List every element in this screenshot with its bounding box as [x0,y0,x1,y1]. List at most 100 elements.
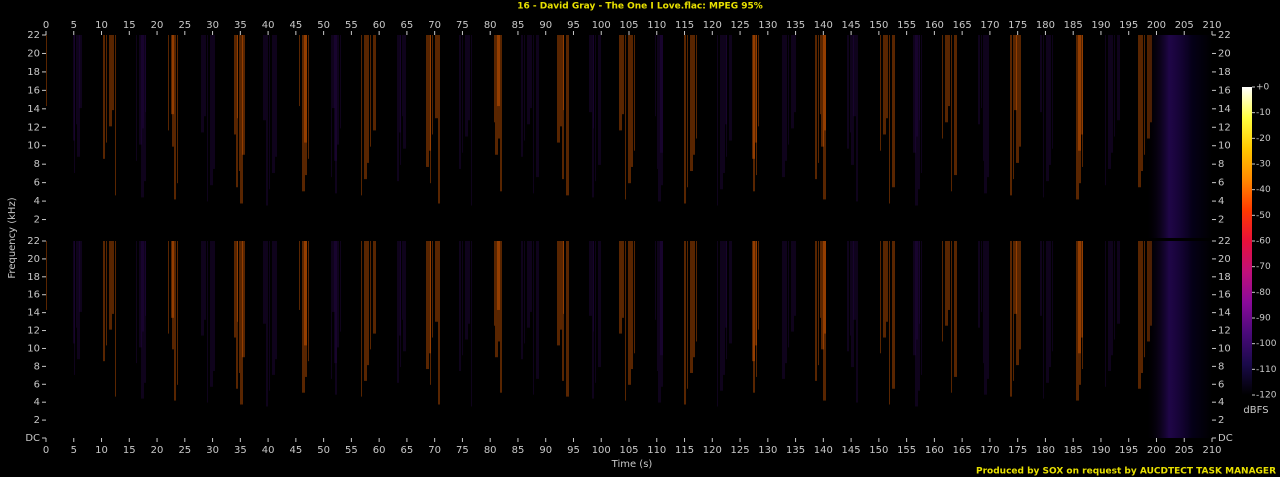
spectrogram-texture [1019,35,1021,147]
spectrogram-texture [521,241,523,360]
y-tick-label: DC [25,433,40,444]
x-tick-label: 185 [1064,20,1083,31]
y-tick-label: 4 [1218,196,1224,207]
spectrogram-texture [527,241,530,328]
y-tick-label: 4 [34,397,40,408]
colorbar-label: dBFS [1243,405,1268,416]
spectrogram-texture [397,35,399,182]
spectrogram-texture [500,35,502,192]
spectrogram-channel [46,241,1212,438]
y-tick-label: 20 [27,48,40,59]
spectrogram-texture [954,35,957,176]
spectrogram-texture [172,35,174,147]
spectrogram-texture [432,35,433,135]
spectrogram-texture [402,35,403,117]
spectrogram-texture [494,241,495,326]
spectrogram-texture [142,241,144,332]
spectrogram-texture [562,35,564,180]
x-tick-label: 105 [619,20,638,31]
spectrogram-texture [978,35,980,125]
spectrogram-texture [109,241,112,330]
x-tick-label: 110 [647,20,666,31]
spectrogram-texture [77,35,80,157]
spectrogram-texture [364,35,367,180]
x-tick-label: 160 [925,20,944,31]
colorbar-tick-label: +0 [1256,83,1270,93]
spectrogram-texture [77,241,80,360]
spectrogram-texture [242,241,245,358]
spectrogram-texture [204,241,206,320]
x-tick-label: 190 [1091,20,1110,31]
spectrogram-texture [981,241,982,312]
spectrogram-texture [1043,35,1044,198]
spectrogram-texture [1114,35,1115,137]
spectrogram-texture [74,35,75,174]
spectrogram-texture [880,35,881,151]
colorbar-tick-label: -40 [1256,185,1271,195]
spectrogram-texture [367,35,369,163]
spectrogram-texture [430,35,431,184]
x-tick-label: 55 [345,445,358,456]
spectrogram-texture [916,35,918,137]
spectrogram-texture [1079,35,1081,184]
spectrogram-texture [847,241,849,352]
spectrogram-texture [847,35,849,149]
x-tick-label: 170 [980,20,999,31]
x-tick-label: 0 [43,20,49,31]
spectrogram-texture [566,35,569,196]
spectrogram-texture [1081,35,1083,135]
y-tick-label: 16 [1218,85,1231,96]
spectrogram-texture [886,35,888,119]
spectrogram-texture [658,35,661,202]
spectrogram-texture [76,241,77,328]
spectrogram-texture [815,35,817,180]
spectrogram-texture [400,35,401,165]
spectrogram-texture [364,241,367,381]
spectrogram-texture [921,35,922,174]
spectrogram-texture [850,241,851,336]
x-tick-label: 195 [1119,445,1138,456]
x-tick-label: 170 [980,445,999,456]
spectrogram-texture [978,241,980,328]
spectrogram-texture [305,241,307,377]
y-tick-label: 14 [1218,308,1231,319]
spectrogram-texture [495,35,498,155]
spectrogram-texture [687,241,688,389]
spectrogram-texture [951,241,952,393]
spectrogram-texture [263,241,266,324]
spectrogram-texture [74,241,75,375]
spectrogram-texture [536,241,539,379]
x-tick-label: 5 [71,20,77,31]
x-tick-label: 45 [289,20,302,31]
spectrogram-texture [1046,241,1049,383]
spectrogram-texture [1010,241,1012,397]
spectrogram-texture [1019,241,1021,350]
y-tick-label: 10 [27,141,40,152]
spectrogram-texture [236,241,238,389]
spectrogram-texture [370,241,371,350]
spectrogram-texture [340,241,341,332]
spectrogram-texture [619,241,622,334]
y-tick-label: 20 [1218,254,1231,265]
spectrogram-texture [141,35,144,198]
y-tick-label: 10 [1218,141,1231,152]
x-tick-label: 5 [71,445,77,456]
spectrogram-texture [634,35,635,151]
y-tick-label: 12 [1218,122,1231,133]
x-tick-label: 50 [317,445,330,456]
x-tick-label: 205 [1175,445,1194,456]
spectrogram-texture [403,35,406,149]
spectrogram-texture [304,241,307,346]
spectrogram-texture [373,35,376,131]
spectrogram-texture [207,241,208,403]
spectrogram-texture [821,241,824,350]
spectrogram-texture [851,241,854,368]
spectrogram-texture [853,241,856,320]
y-tick-label: 8 [1218,159,1224,170]
y-tick-label: 18 [27,272,40,283]
spectrogram-texture [471,241,472,407]
spectrogram-texture [1117,35,1120,121]
spectrogram-texture [1138,241,1141,389]
spectrogram-texture [106,35,107,143]
